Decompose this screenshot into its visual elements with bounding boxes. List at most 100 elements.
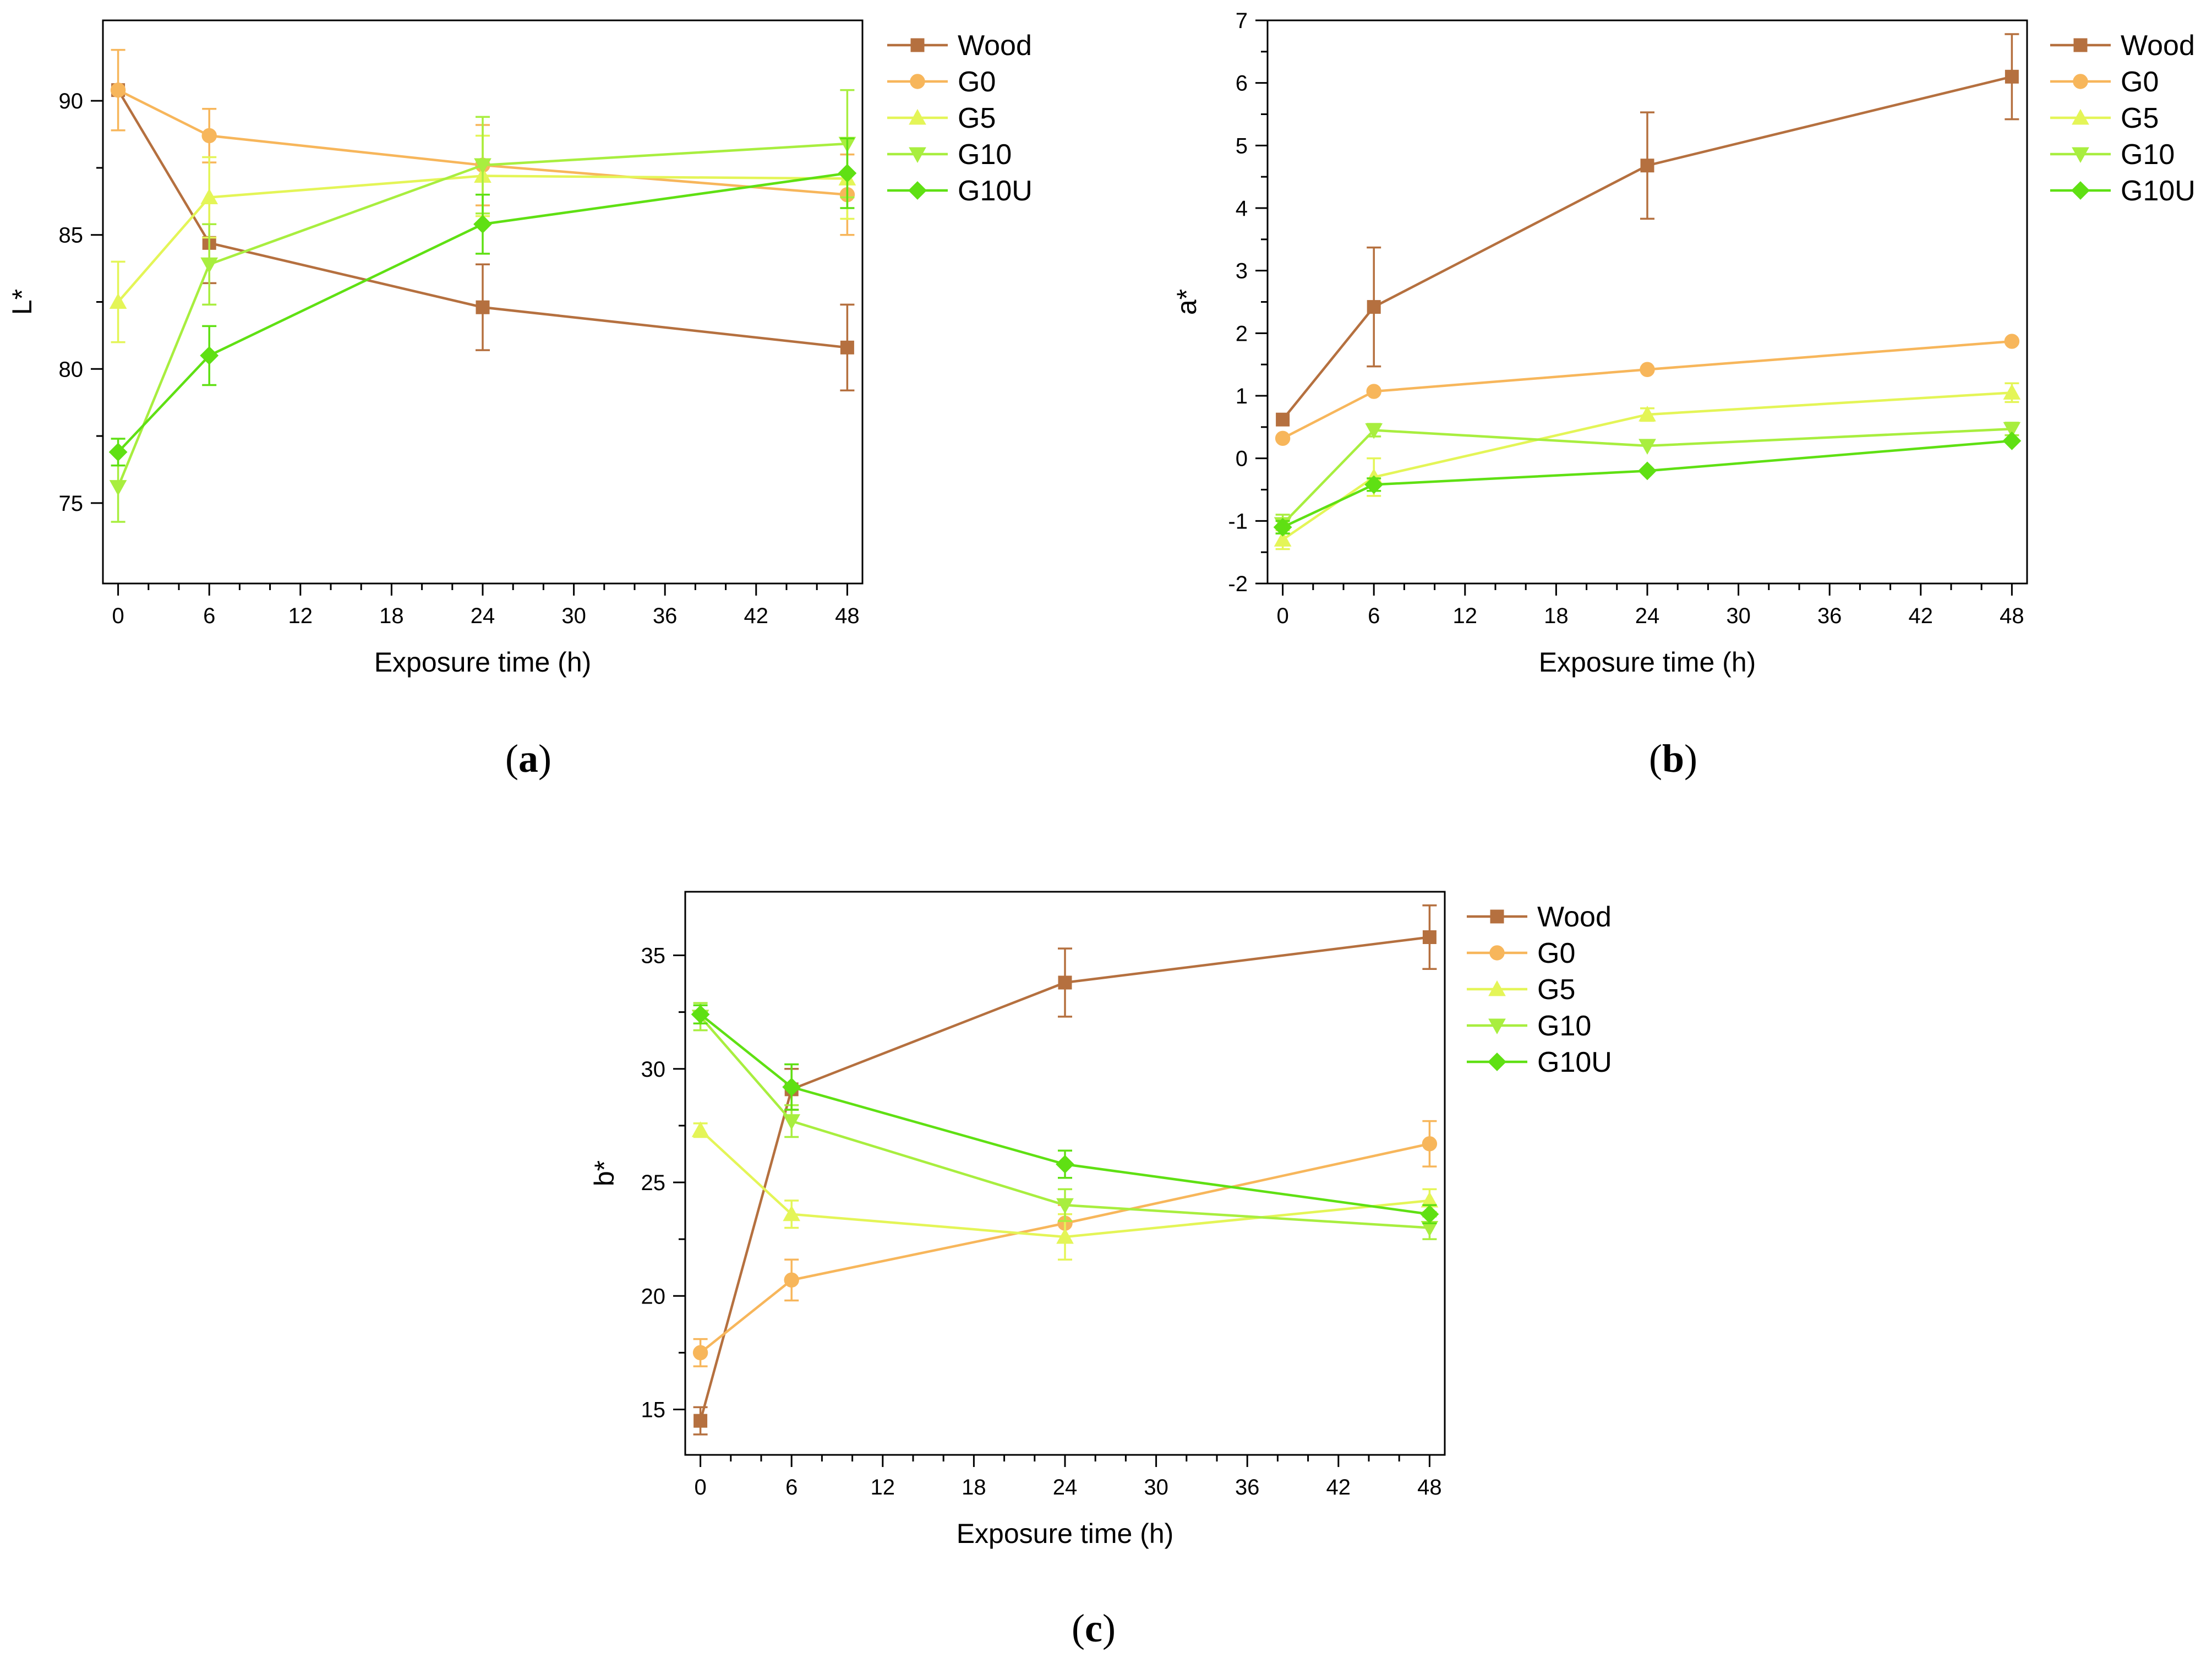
data-point [691,1005,710,1024]
legend-label: G0 [1537,937,1575,969]
data-point [693,1414,708,1428]
data-point [1273,517,1292,537]
data-point [1058,975,1072,990]
legend-marker [2073,74,2088,89]
data-point [1274,531,1292,547]
y-tick-label: 15 [641,1398,666,1422]
y-tick-label: 35 [641,944,666,968]
data-point [784,1272,799,1288]
x-tick-label: 0 [694,1475,706,1499]
x-tick-label: 12 [871,1475,895,1499]
data-point [1638,439,1656,455]
y-tick-label: 90 [59,89,84,113]
data-point [1275,430,1291,446]
data-point [1638,461,1657,481]
y-axis-title: b* [589,1160,620,1186]
legend-label: G10U [1537,1046,1612,1078]
y-tick-label: 0 [1236,447,1248,471]
data-point [109,480,127,496]
legend-label: Wood [1537,901,1612,933]
data-point [201,128,217,144]
data-point [1422,1136,1438,1152]
data-point [110,82,126,98]
x-tick-label: 18 [379,604,404,628]
series-line [700,1013,1430,1215]
series-line [699,1016,1430,1229]
y-tick-label: 75 [59,492,84,516]
x-tick-label: 18 [1544,604,1569,628]
legend-marker [908,181,927,200]
series-g10u [108,137,857,467]
y-tick-label: 85 [59,223,84,248]
x-tick-label: 36 [653,604,678,628]
series-line [117,89,848,196]
series-line [117,142,848,488]
series-line [117,89,848,349]
legend-label: G10 [1537,1010,1591,1042]
y-tick-label: 5 [1236,134,1248,158]
series-g0 [1275,334,2020,446]
data-point [1056,1198,1074,1214]
data-point [2005,69,2019,84]
y-tick-label: -2 [1228,572,1248,596]
x-tick-label: 48 [835,604,860,628]
x-tick-label: 12 [1453,604,1478,628]
legend-marker [910,74,925,89]
legend-marker [909,108,926,125]
x-tick-label: 6 [785,1475,798,1499]
series-line [700,1142,1430,1354]
x-tick-label: 48 [1417,1475,1442,1499]
legend-label: G5 [1537,974,1575,1006]
series-line [1281,75,2012,421]
legend-marker [2073,38,2088,52]
series-line [1282,391,2012,541]
legend-label: G5 [958,102,996,134]
legend-label: G0 [958,66,996,98]
x-tick-label: 42 [1909,604,1934,628]
data-point [1365,423,1383,439]
x-axis-title: Exposure time (h) [374,647,592,678]
y-tick-label: 1 [1236,384,1248,408]
data-point [474,158,491,174]
series-g10u [691,1004,1439,1224]
panel-caption: (b) [1649,737,1697,781]
x-tick-label: 6 [1368,604,1380,628]
data-point [1366,384,1381,399]
chart-panel-a: 0 6 12 18 24 30 36 42 48 75 80 85 90 Exposure time (h… [7,19,1033,781]
data-point [1367,300,1381,314]
legend-label: G10 [958,139,1012,171]
y-tick-label: 80 [59,357,84,381]
data-point [1364,475,1384,494]
legend-marker [1488,1052,1506,1071]
series-g10u [1273,431,2022,537]
series-line [117,174,848,303]
x-tick-label: 30 [561,604,586,628]
y-tick-label: 20 [641,1284,666,1308]
legend-marker [1489,945,1505,961]
legend-label: G10U [958,175,1033,207]
series-line [1282,439,2012,528]
series-wood [1276,33,2019,427]
legend: Wood G0 G5 G10 G10U [887,30,1033,207]
legend-marker [1488,1018,1506,1035]
x-tick-label: 24 [1635,604,1660,628]
x-axis-title: Exposure time (h) [1539,647,1756,678]
legend-marker [2071,181,2090,200]
panel-caption: (c) [1072,1606,1116,1650]
x-tick-label: 0 [112,604,124,628]
data-point [1056,1155,1074,1174]
data-point [1638,406,1656,422]
data-point [1276,412,1290,427]
data-point [692,1345,708,1361]
data-point [2003,422,2021,438]
data-point [782,1077,801,1097]
x-tick-label: 30 [1726,604,1751,628]
data-point [200,257,219,274]
data-point [783,1114,801,1130]
y-axis-title: a* [1171,289,1202,315]
x-tick-label: 12 [288,604,313,628]
x-tick-label: 42 [744,604,769,628]
y-tick-label: 6 [1236,72,1248,96]
data-point [838,163,857,183]
